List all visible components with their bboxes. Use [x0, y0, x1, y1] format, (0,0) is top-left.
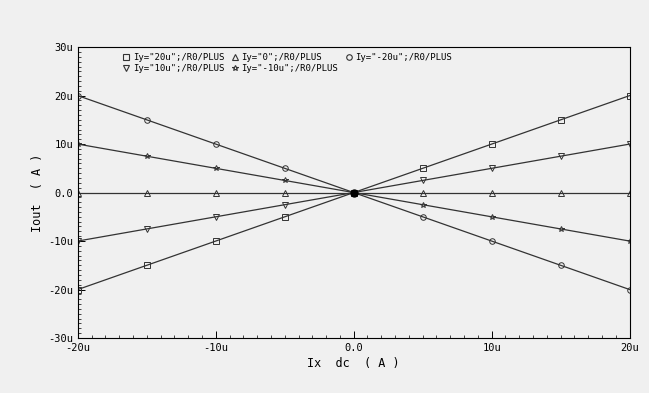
X-axis label: Ix  dc  ( A ): Ix dc ( A ): [308, 357, 400, 370]
Legend: Iy="20u";/R0/PLUS, Iy="10u";/R0/PLUS, Iy="0";/R0/PLUS, Iy="-10u";/R0/PLUS, Iy="-: Iy="20u";/R0/PLUS, Iy="10u";/R0/PLUS, Iy…: [121, 51, 454, 75]
Y-axis label: Iout  ( A ): Iout ( A ): [31, 153, 44, 232]
